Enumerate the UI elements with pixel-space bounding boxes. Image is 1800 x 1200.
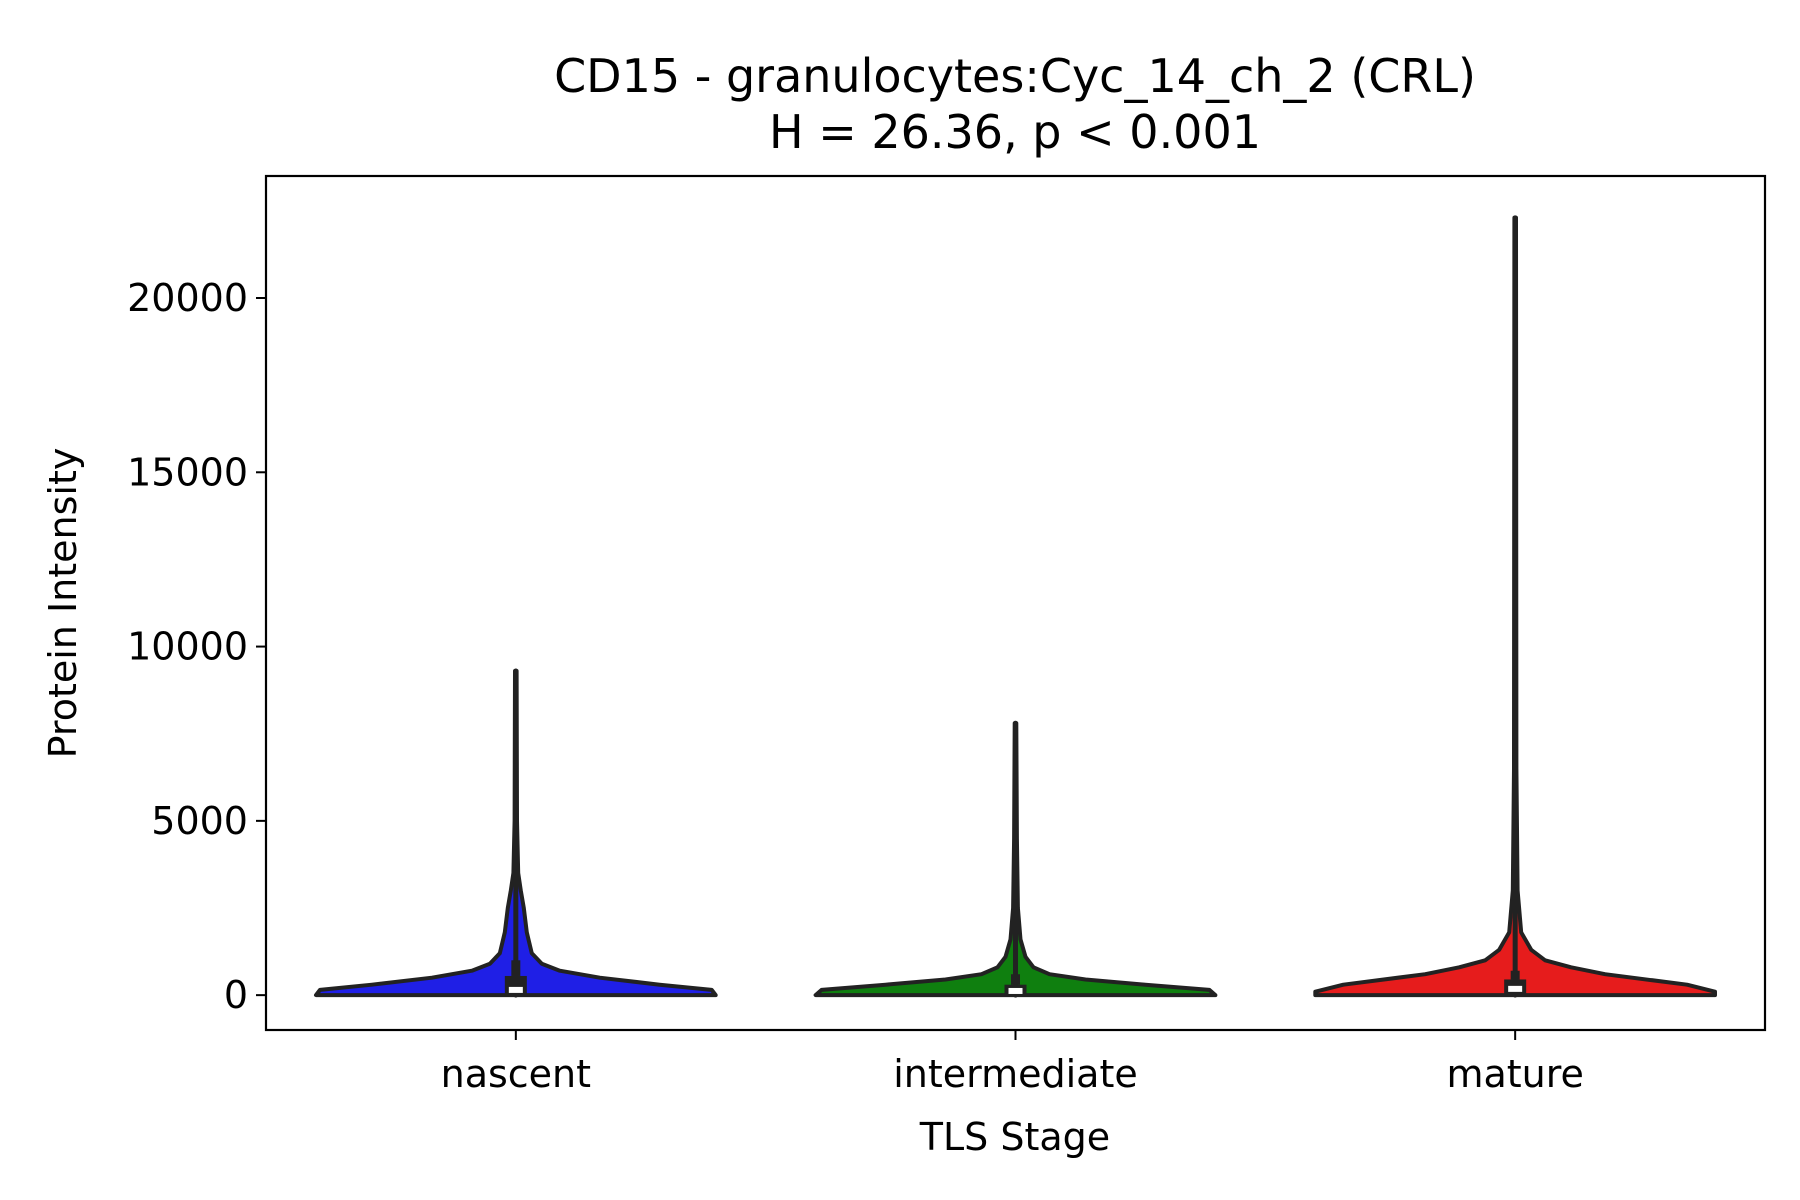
median-marker-mature — [1508, 985, 1523, 992]
y-tick-label: 15000 — [127, 450, 248, 494]
x-tick-label: mature — [1446, 1052, 1583, 1096]
chart-subtitle: H = 26.36, p < 0.001 — [769, 105, 1261, 159]
y-axis-label: Protein Intensity — [41, 448, 85, 759]
violin-group — [314, 215, 1717, 998]
y-axis: 0 5000 10000 15000 20000 — [127, 276, 266, 1017]
x-tick-label: intermediate — [893, 1052, 1138, 1096]
median-marker-nascent — [508, 986, 523, 993]
y-tick-label: 5000 — [151, 799, 248, 843]
median-marker-intermediate — [1008, 987, 1023, 994]
y-tick-label: 0 — [224, 973, 248, 1017]
x-tick-label: nascent — [441, 1052, 591, 1096]
y-tick-label: 10000 — [127, 625, 248, 669]
y-tick-label: 20000 — [127, 276, 248, 320]
chart-title: CD15 - granulocytes:Cyc_14_ch_2 (CRL) — [554, 49, 1476, 103]
plot-frame — [264, 174, 1767, 1032]
x-axis: nascent intermediate mature — [441, 1030, 1584, 1096]
x-axis-label: TLS Stage — [919, 1115, 1110, 1159]
